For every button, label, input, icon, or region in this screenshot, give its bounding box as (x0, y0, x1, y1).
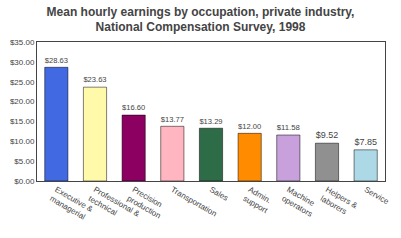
svg-text:Admin.support: Admin.support (241, 185, 274, 216)
svg-text:Precisionproduction: Precisionproduction (125, 185, 167, 220)
svg-text:Sales: Sales (208, 185, 230, 203)
svg-text:$10.00: $10.00 (10, 137, 35, 146)
svg-text:Executive &managerial: Executive &managerial (48, 185, 95, 223)
svg-text:$13.77: $13.77 (161, 115, 184, 124)
svg-text:$30.00: $30.00 (10, 58, 35, 67)
svg-text:Mean hourly earnings by occupa: Mean hourly earnings by occupation, priv… (47, 5, 355, 35)
svg-text:Professional &technical: Professional &technical (87, 185, 142, 228)
svg-text:$15.00: $15.00 (10, 117, 35, 126)
svg-text:Machineoperators: Machineoperators (280, 185, 319, 219)
svg-text:$20.00: $20.00 (10, 97, 35, 106)
svg-text:$11.58: $11.58 (277, 123, 300, 132)
svg-text:Helpers &laborers: Helpers &laborers (319, 185, 360, 220)
svg-text:$5.00: $5.00 (14, 157, 35, 166)
svg-text:$16.60: $16.60 (122, 103, 145, 112)
svg-text:$7.85: $7.85 (354, 137, 377, 147)
svg-text:Service: Service (363, 185, 391, 206)
svg-text:$35.00: $35.00 (10, 38, 35, 47)
svg-text:$23.63: $23.63 (83, 75, 106, 84)
svg-text:$9.52: $9.52 (316, 130, 339, 140)
svg-text:$13.29: $13.29 (199, 117, 222, 126)
svg-text:Transportation: Transportation (169, 185, 218, 218)
svg-text:$0.00: $0.00 (14, 177, 35, 186)
svg-text:$28.63: $28.63 (45, 56, 68, 65)
svg-text:$12.00: $12.00 (238, 122, 261, 131)
svg-text:$25.00: $25.00 (10, 78, 35, 87)
